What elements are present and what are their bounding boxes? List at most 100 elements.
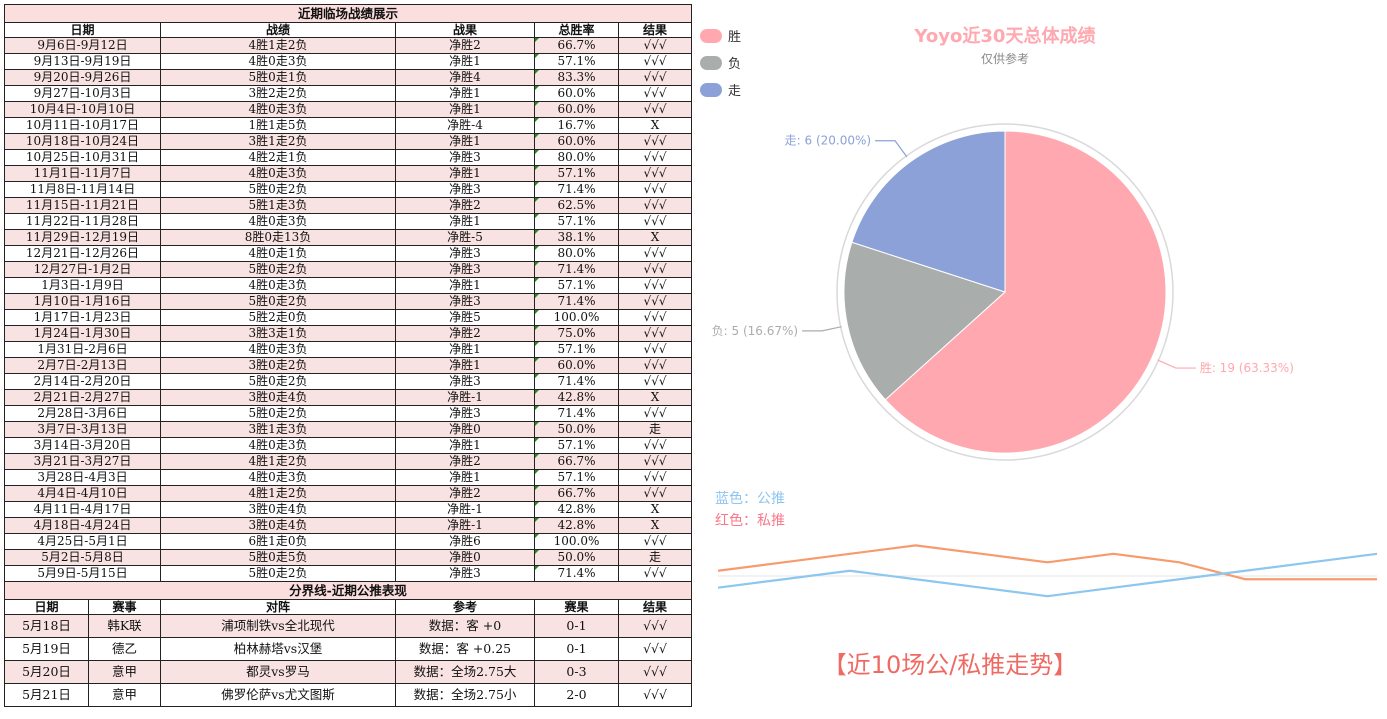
- date-cell: 5月21日: [4, 683, 89, 707]
- date-cell: 5月9日-5月15日: [4, 565, 161, 582]
- rate-cell: 66.7%: [534, 37, 619, 54]
- match-cell: 浦项制铁vs全北现代: [160, 614, 396, 638]
- score-cell: 0-1: [534, 637, 619, 661]
- reference-cell: 数据：全场2.75小: [395, 683, 535, 707]
- pie-slice: [851, 130, 1006, 293]
- legend-label: 走: [728, 84, 742, 99]
- result-cell: √√√: [617, 37, 693, 54]
- cell-marker-icon: [535, 454, 539, 458]
- date-cell: 3月21日-3月27日: [4, 453, 161, 470]
- score-cell: 0-3: [534, 660, 619, 684]
- rate-cell: 62.5%: [534, 197, 619, 214]
- date-cell: 11月15日-11月21日: [4, 197, 161, 214]
- rate-cell: 42.8%: [534, 517, 619, 534]
- result-cell: X: [617, 517, 693, 534]
- league-cell: 意甲: [88, 683, 161, 707]
- rate-cell: 80.0%: [534, 245, 619, 262]
- series-line: [717, 552, 1378, 598]
- rate-value: 57.1%: [557, 470, 596, 485]
- net-cell: 净胜2: [395, 485, 535, 502]
- rate-value: 42.8%: [557, 518, 596, 533]
- rate-value: 80.0%: [557, 150, 596, 165]
- pie-chart: 胜: 19 (63.33%) 负: 5 (16.67%) 走: 6 (20.00%): [712, 123, 1294, 461]
- legend-swatch: [700, 82, 722, 97]
- record-cell: 4胜0走3负: [160, 53, 396, 70]
- result-cell: 走: [617, 421, 693, 438]
- legend-label: 胜: [728, 30, 742, 45]
- record-cell: 3胜0走2负: [160, 357, 396, 374]
- legend-item[interactable]: 走: [700, 76, 741, 103]
- record-cell: 3胜0走4负: [160, 501, 396, 518]
- pie-slice-label: 走: 6 (20.00%): [785, 134, 871, 148]
- league-cell: 韩K联: [88, 614, 161, 638]
- result-cell: √√√: [617, 637, 693, 661]
- public-header: 参考: [395, 599, 535, 615]
- net-cell: 净胜6: [395, 533, 535, 550]
- table-row: 11月1日-11月7日 4胜0走3负 净胜1 57.1% √√√: [4, 165, 693, 182]
- rate-cell: 16.7%: [534, 117, 619, 134]
- cell-marker-icon: [535, 406, 539, 410]
- date-cell: 5月18日: [4, 614, 89, 638]
- date-cell: 1月3日-1月9日: [4, 277, 161, 294]
- pie-slice-label: 负: 5 (16.67%): [712, 324, 798, 338]
- public-header: 对阵: [160, 599, 396, 615]
- result-cell: √√√: [617, 469, 693, 486]
- rate-value: 100.0%: [553, 534, 600, 549]
- legend-item[interactable]: 负: [700, 49, 741, 76]
- table-row: 10月4日-10月10日 4胜0走3负 净胜1 60.0% √√√: [4, 101, 693, 118]
- net-cell: 净胜1: [395, 53, 535, 70]
- date-cell: 2月21日-2月27日: [4, 389, 161, 406]
- result-cell: √√√: [617, 309, 693, 326]
- result-cell: √√√: [617, 485, 693, 502]
- net-cell: 净胜3: [395, 565, 535, 582]
- legend-item[interactable]: 胜: [700, 22, 741, 49]
- date-cell: 4月18日-4月24日: [4, 517, 161, 534]
- table-row: 3月7日-3月13日 3胜1走3负 净胜0 50.0% 走: [4, 421, 693, 438]
- date-cell: 11月1日-11月7日: [4, 165, 161, 182]
- date-cell: 1月10日-1月16日: [4, 293, 161, 310]
- table-header-row: 日期 战绩 战果 总胜率 结果: [4, 22, 693, 38]
- record-cell: 4胜0走3负: [160, 101, 396, 118]
- table-header: 战果: [395, 22, 535, 38]
- cell-marker-icon: [535, 374, 539, 378]
- result-cell: √√√: [617, 85, 693, 102]
- cell-marker-icon: [535, 566, 539, 570]
- cell-marker-icon: [535, 294, 539, 298]
- record-cell: 4胜0走1负: [160, 245, 396, 262]
- table-title: 近期临场战绩展示: [3, 4, 693, 23]
- record-cell: 4胜0走3负: [160, 469, 396, 486]
- table-row: 1月17日-1月23日 5胜2走0负 净胜5 100.0% √√√: [4, 309, 693, 326]
- cell-marker-icon: [535, 262, 539, 266]
- rate-value: 60.0%: [557, 358, 596, 373]
- cell-marker-icon: [535, 470, 539, 474]
- table-row: 11月29日-12月19日 8胜0走13负 净胜-5 38.1% X: [4, 229, 693, 246]
- record-cell: 5胜0走2负: [160, 373, 396, 390]
- net-cell: 净胜1: [395, 341, 535, 358]
- blue-public-note: 蓝色：公推: [715, 491, 785, 507]
- rate-value: 71.4%: [557, 182, 596, 197]
- cell-marker-icon: [535, 38, 539, 42]
- net-cell: 净胜3: [395, 181, 535, 198]
- cell-marker-icon: [535, 214, 539, 218]
- record-table: 近期临场战绩展示 日期 战绩 战果 总胜率 结果 9月6日-9月12日 4胜1走2负 净胜2 66…: [3, 4, 693, 707]
- net-cell: 净胜-1: [395, 517, 535, 534]
- rate-cell: 57.1%: [534, 341, 619, 358]
- net-cell: 净胜1: [395, 165, 535, 182]
- result-cell: 走: [617, 549, 693, 566]
- public-header: 赛事: [88, 599, 161, 615]
- cell-marker-icon: [535, 246, 539, 250]
- rate-cell: 57.1%: [534, 469, 619, 486]
- cell-marker-icon: [535, 198, 539, 202]
- net-cell: 净胜-1: [395, 501, 535, 518]
- record-cell: 5胜0走2负: [160, 181, 396, 198]
- result-cell: X: [617, 389, 693, 406]
- public-row: 5月19日 德乙 柏林赫塔vs汉堡 数据：客 +0.25 0-1 √√√: [4, 637, 693, 661]
- record-cell: 5胜2走0负: [160, 309, 396, 326]
- date-cell: 9月6日-9月12日: [4, 37, 161, 54]
- table-row: 2月7日-2月13日 3胜0走2负 净胜1 60.0% √√√: [4, 357, 693, 374]
- record-cell: 5胜0走1负: [160, 69, 396, 86]
- rate-cell: 50.0%: [534, 549, 619, 566]
- record-cell: 4胜0走3负: [160, 341, 396, 358]
- pie-legend: 胜负走: [700, 22, 741, 103]
- match-cell: 佛罗伦萨vs尤文图斯: [160, 683, 396, 707]
